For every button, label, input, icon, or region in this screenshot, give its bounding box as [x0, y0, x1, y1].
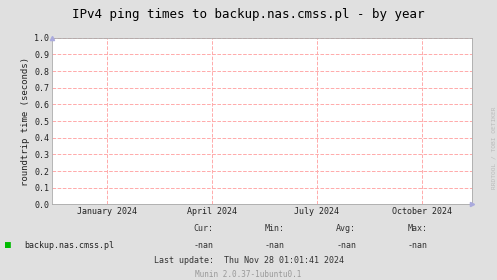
Text: Cur:: Cur: [193, 224, 213, 233]
Text: -nan: -nan [408, 241, 427, 249]
Text: Max:: Max: [408, 224, 427, 233]
Text: Min:: Min: [265, 224, 285, 233]
Text: Avg:: Avg: [336, 224, 356, 233]
Text: -nan: -nan [265, 241, 285, 249]
Text: RRDTOOL / TOBI OETIKER: RRDTOOL / TOBI OETIKER [491, 106, 496, 189]
Text: backup.nas.cmss.pl: backup.nas.cmss.pl [24, 241, 114, 249]
Text: IPv4 ping times to backup.nas.cmss.pl - by year: IPv4 ping times to backup.nas.cmss.pl - … [72, 8, 425, 21]
Y-axis label: roundtrip time (seconds): roundtrip time (seconds) [21, 57, 30, 186]
Text: -nan: -nan [193, 241, 213, 249]
Text: Last update:  Thu Nov 28 01:01:41 2024: Last update: Thu Nov 28 01:01:41 2024 [154, 256, 343, 265]
Text: Munin 2.0.37-1ubuntu0.1: Munin 2.0.37-1ubuntu0.1 [195, 270, 302, 279]
Text: ■: ■ [5, 240, 11, 250]
Text: -nan: -nan [336, 241, 356, 249]
